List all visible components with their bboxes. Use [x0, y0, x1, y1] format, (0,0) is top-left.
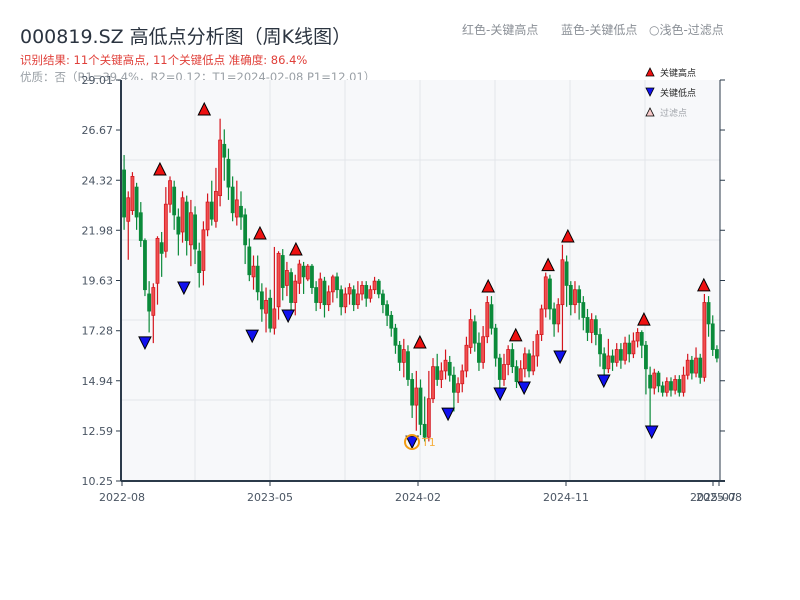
hint-red-highs: 红色-关键高点 [462, 23, 539, 37]
chart-title: 000819.SZ 高低点分析图（周K线图） [20, 26, 352, 48]
hint-blue-lows: 蓝色-关键低点 [561, 23, 638, 37]
hint-light-filtered: ○浅色-过滤点 [649, 23, 724, 37]
key-low-marker [138, 336, 152, 351]
x-tick-label: 2025-08 [696, 491, 742, 504]
legend-label: 过滤点 [660, 107, 687, 119]
t1-ring [404, 434, 420, 450]
key-point-markers: T1 [138, 101, 711, 450]
key-low-marker [596, 374, 611, 389]
recognition-result: 识别结果: 11个关键高点, 11个关键低点 准确度: 86.4% [20, 53, 308, 67]
key-low-marker [405, 435, 419, 450]
legend-marker-icon [645, 67, 655, 77]
y-tick-label: 10.25 [82, 475, 114, 488]
key-high-marker [561, 228, 575, 243]
key-low-marker [177, 281, 191, 296]
y-tick-label: 24.32 [82, 174, 114, 187]
key-high-marker [697, 277, 711, 292]
y-tick-label: 29.01 [82, 74, 114, 87]
key-high-marker [197, 101, 212, 116]
y-tick-label: 21.98 [82, 224, 114, 237]
key-high-marker [153, 161, 167, 176]
y-tick-label: 19.63 [82, 275, 114, 288]
legend-label: 关键低点 [660, 87, 696, 99]
key-high-marker [289, 241, 303, 256]
x-tick-label: 2024-02 [395, 491, 441, 504]
legend-label: 关键高点 [660, 67, 696, 79]
key-high-marker [637, 311, 651, 326]
key-low-marker [493, 387, 507, 402]
key-low-marker [517, 381, 531, 396]
key-high-marker [253, 225, 267, 240]
key-low-marker [441, 407, 455, 422]
x-tick-label: 2022-08 [99, 491, 145, 504]
x-tick-label: 2023-05 [247, 491, 293, 504]
key-low-marker [245, 329, 259, 344]
x-tick-label: 2024-11 [543, 491, 589, 504]
y-tick-label: 12.59 [82, 425, 114, 438]
key-high-marker [413, 334, 427, 349]
key-high-marker [541, 257, 555, 272]
key-low-marker [644, 425, 659, 440]
axes: 10.25 12.59 14.94 17.28 19.63 21.98 24.32 26.67… [82, 74, 742, 504]
legend-marker-icon [645, 87, 655, 97]
key-low-marker [553, 350, 567, 365]
y-tick-label: 14.94 [82, 375, 114, 388]
key-low-marker [281, 309, 295, 324]
key-high-marker [508, 327, 523, 342]
t1-label: T1 [421, 436, 436, 449]
key-high-marker [481, 278, 495, 293]
y-tick-label: 26.67 [82, 124, 114, 137]
x-tick-label: 2025-07 [690, 491, 736, 504]
y-tick-label: 17.28 [82, 325, 114, 338]
legend-marker-icon [645, 107, 655, 117]
